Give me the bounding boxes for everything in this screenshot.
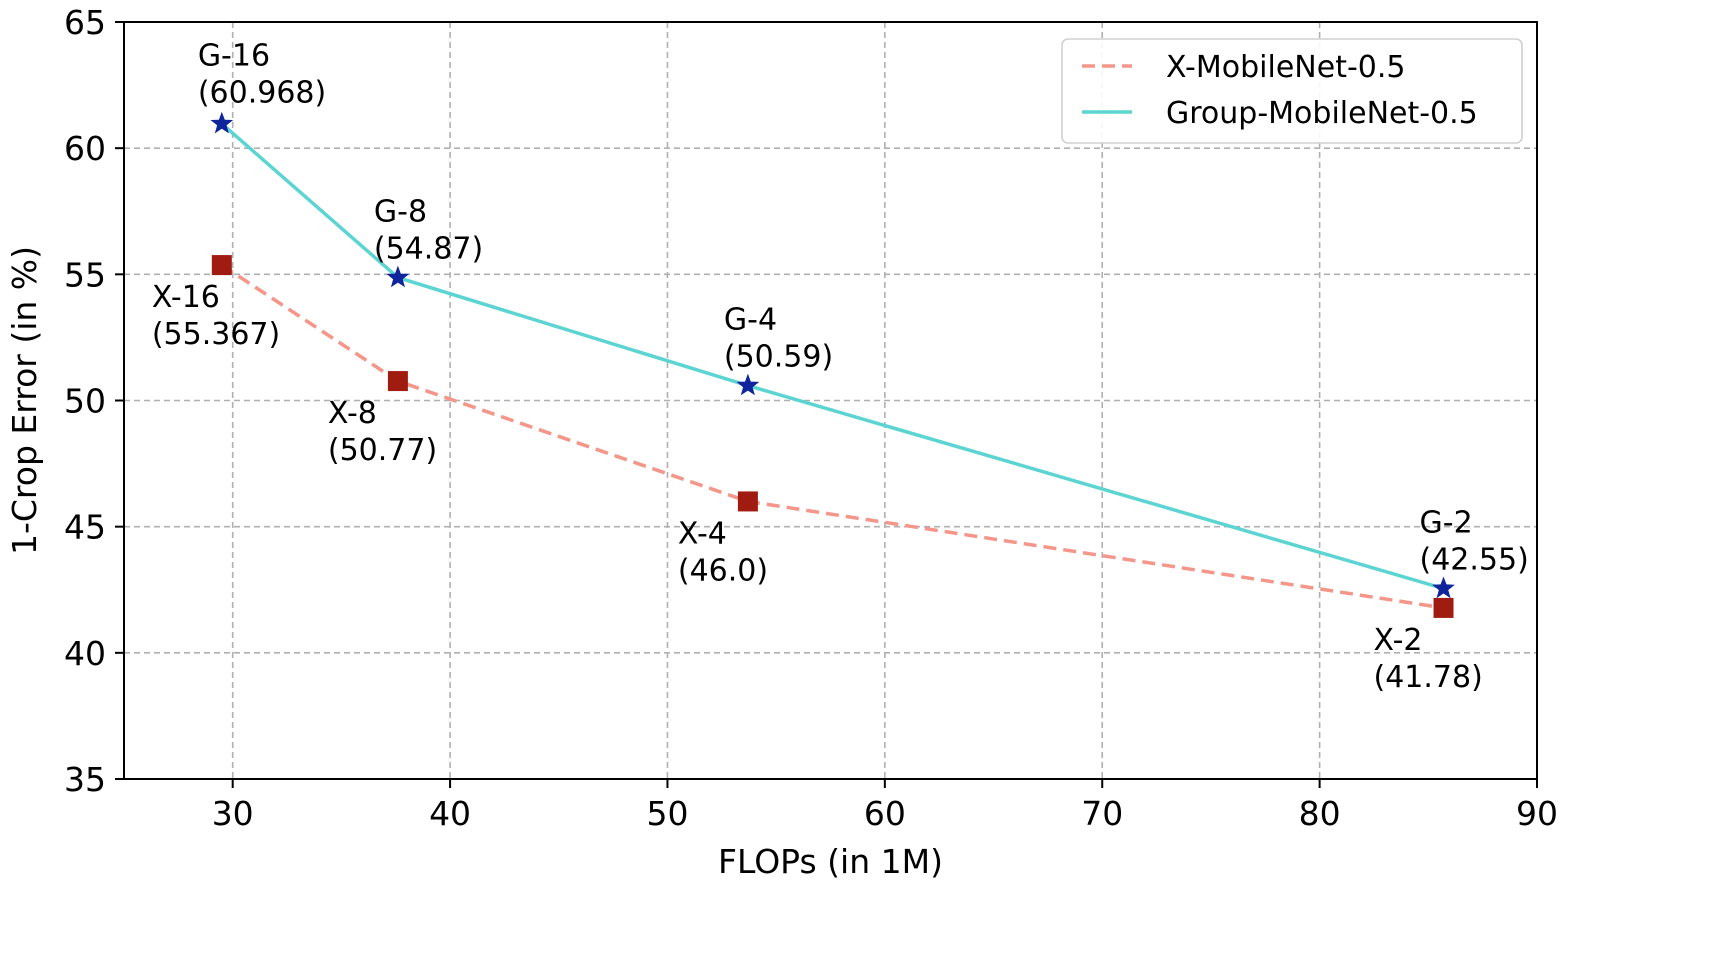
point-label: G-4 — [724, 303, 777, 338]
legend-entry-label: X-MobileNet-0.5 — [1166, 50, 1406, 85]
data-point-square — [211, 255, 232, 276]
data-point-star — [736, 373, 760, 396]
point-label: G-2 — [1420, 505, 1473, 540]
point-label: X-2 — [1374, 623, 1423, 658]
x-axis-label: FLOPs (in 1M) — [718, 842, 943, 881]
x-tick-label: 70 — [1081, 794, 1123, 833]
y-tick-label: 65 — [64, 3, 106, 42]
y-tick-label: 55 — [64, 255, 106, 294]
x-tick-label: 30 — [212, 794, 254, 833]
x-tick-label: 40 — [429, 794, 471, 833]
point-label: G-16 — [198, 39, 270, 74]
point-value-label: (46.0) — [678, 553, 768, 588]
point-label: X-4 — [678, 516, 727, 551]
y-tick-label: 50 — [64, 382, 106, 421]
data-point-square — [387, 371, 408, 392]
tick-layer: 30 40 50 60 70 80 90 35 40 45 50 55 60 65 — [64, 3, 1558, 833]
point-label: X-16 — [152, 280, 220, 315]
point-value-label: (55.367) — [152, 317, 280, 352]
data-point-square — [737, 491, 758, 512]
legend: X-MobileNet-0.5 Group-MobileNet-0.5 — [1061, 38, 1523, 144]
y-tick-label: 45 — [64, 508, 106, 547]
x-tick-label: 50 — [646, 794, 688, 833]
point-value-label: (54.87) — [374, 232, 483, 267]
point-label: X-8 — [328, 396, 377, 431]
y-axis-label: 1-Crop Error (in %) — [5, 246, 44, 555]
data-point-star — [386, 265, 410, 288]
x-tick-label: 90 — [1516, 794, 1558, 833]
y-tick-label: 40 — [64, 634, 106, 673]
data-point-star — [1432, 576, 1455, 599]
legend-entry-label: Group-MobileNet-0.5 — [1166, 96, 1478, 131]
y-tick-label: 35 — [64, 760, 106, 799]
data-point-star — [210, 111, 234, 134]
x-tick-label: 60 — [864, 794, 906, 833]
point-value-label: (60.968) — [198, 76, 326, 111]
point-value-label: (41.78) — [1374, 660, 1483, 695]
point-label: G-8 — [374, 195, 427, 230]
y-tick-label: 60 — [64, 129, 106, 168]
legend-box — [1061, 38, 1523, 144]
point-value-label: (42.55) — [1420, 542, 1529, 577]
x-tick-label: 80 — [1299, 794, 1341, 833]
data-point-square — [1433, 597, 1454, 618]
series-layer: X-16(55.367) X-8(50.77) X-4(46.0) X-2(41.78… — [152, 39, 1529, 695]
series-line — [220, 263, 1444, 610]
series-line — [220, 122, 1444, 591]
point-value-label: (50.77) — [328, 433, 437, 468]
point-value-label: (50.59) — [724, 340, 833, 375]
